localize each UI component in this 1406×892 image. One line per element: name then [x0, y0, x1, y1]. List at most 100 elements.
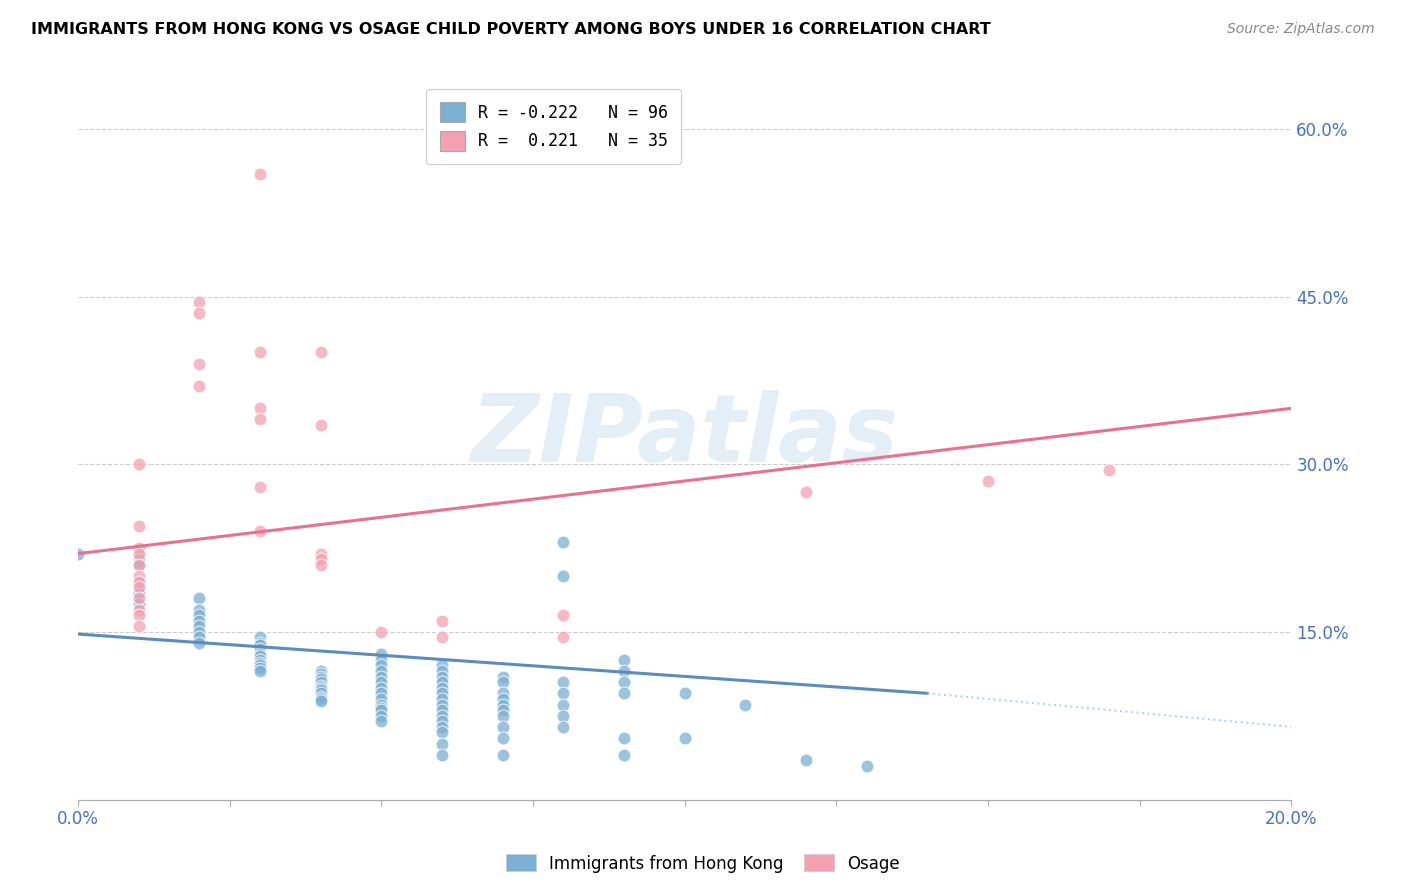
Point	[430, 698, 453, 712]
Point	[430, 725, 453, 739]
Point	[128, 608, 150, 623]
Point	[370, 686, 392, 700]
Point	[309, 679, 332, 693]
Point	[128, 586, 150, 600]
Point	[430, 692, 453, 706]
Point	[309, 664, 332, 678]
Point	[309, 686, 332, 700]
Point	[249, 167, 271, 181]
Legend: Immigrants from Hong Kong, Osage: Immigrants from Hong Kong, Osage	[499, 847, 907, 880]
Point	[309, 672, 332, 686]
Point	[309, 345, 332, 359]
Point	[370, 698, 392, 712]
Point	[430, 658, 453, 673]
Point	[249, 660, 271, 674]
Point	[309, 692, 332, 706]
Point	[492, 731, 515, 745]
Point	[309, 675, 332, 690]
Point	[370, 714, 392, 729]
Point	[188, 631, 211, 645]
Point	[855, 759, 877, 773]
Point	[188, 379, 211, 393]
Text: IMMIGRANTS FROM HONG KONG VS OSAGE CHILD POVERTY AMONG BOYS UNDER 16 CORRELATION: IMMIGRANTS FROM HONG KONG VS OSAGE CHILD…	[31, 22, 991, 37]
Point	[370, 708, 392, 723]
Point	[128, 569, 150, 583]
Legend: R = -0.222   N = 96, R =  0.221   N = 35: R = -0.222 N = 96, R = 0.221 N = 35	[426, 88, 681, 164]
Point	[370, 703, 392, 717]
Point	[249, 636, 271, 650]
Point	[188, 306, 211, 320]
Point	[128, 597, 150, 611]
Point	[128, 558, 150, 572]
Point	[430, 681, 453, 695]
Point	[613, 675, 636, 690]
Point	[128, 541, 150, 555]
Point	[309, 690, 332, 704]
Point	[492, 686, 515, 700]
Point	[309, 667, 332, 681]
Point	[370, 675, 392, 690]
Point	[128, 547, 150, 561]
Point	[430, 664, 453, 678]
Point	[553, 569, 575, 583]
Point	[309, 547, 332, 561]
Point	[794, 753, 817, 767]
Point	[430, 669, 453, 683]
Point	[430, 686, 453, 700]
Point	[734, 698, 756, 712]
Point	[188, 357, 211, 371]
Point	[188, 602, 211, 616]
Point	[309, 669, 332, 683]
Point	[249, 401, 271, 416]
Point	[309, 552, 332, 566]
Point	[430, 708, 453, 723]
Point	[249, 524, 271, 539]
Point	[249, 345, 271, 359]
Point	[430, 703, 453, 717]
Point	[128, 552, 150, 566]
Point	[613, 686, 636, 700]
Point	[492, 692, 515, 706]
Point	[492, 675, 515, 690]
Point	[553, 686, 575, 700]
Point	[977, 474, 1000, 488]
Point	[613, 664, 636, 678]
Point	[370, 647, 392, 661]
Point	[492, 747, 515, 762]
Point	[430, 675, 453, 690]
Point	[249, 638, 271, 652]
Point	[249, 658, 271, 673]
Point	[188, 608, 211, 623]
Point	[430, 714, 453, 729]
Point	[673, 686, 696, 700]
Point	[1098, 463, 1121, 477]
Point	[128, 619, 150, 633]
Point	[67, 547, 90, 561]
Point	[249, 479, 271, 493]
Point	[370, 669, 392, 683]
Point	[430, 614, 453, 628]
Point	[188, 624, 211, 639]
Point	[553, 708, 575, 723]
Point	[553, 631, 575, 645]
Point	[309, 558, 332, 572]
Point	[430, 720, 453, 734]
Point	[553, 698, 575, 712]
Point	[553, 608, 575, 623]
Point	[613, 731, 636, 745]
Point	[188, 619, 211, 633]
Point	[188, 591, 211, 606]
Text: Source: ZipAtlas.com: Source: ZipAtlas.com	[1227, 22, 1375, 37]
Point	[794, 485, 817, 500]
Point	[309, 694, 332, 708]
Point	[553, 675, 575, 690]
Point	[128, 518, 150, 533]
Point	[492, 669, 515, 683]
Point	[553, 535, 575, 549]
Point	[492, 698, 515, 712]
Point	[370, 653, 392, 667]
Point	[128, 602, 150, 616]
Point	[249, 647, 271, 661]
Point	[492, 703, 515, 717]
Point	[128, 574, 150, 589]
